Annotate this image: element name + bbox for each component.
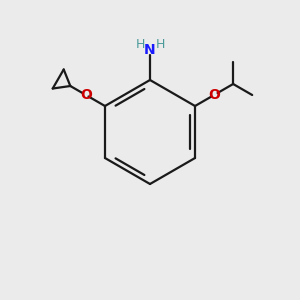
Text: O: O: [208, 88, 220, 102]
Text: H: H: [135, 38, 145, 50]
Text: H: H: [155, 38, 165, 50]
Text: N: N: [144, 43, 156, 57]
Text: O: O: [80, 88, 92, 102]
